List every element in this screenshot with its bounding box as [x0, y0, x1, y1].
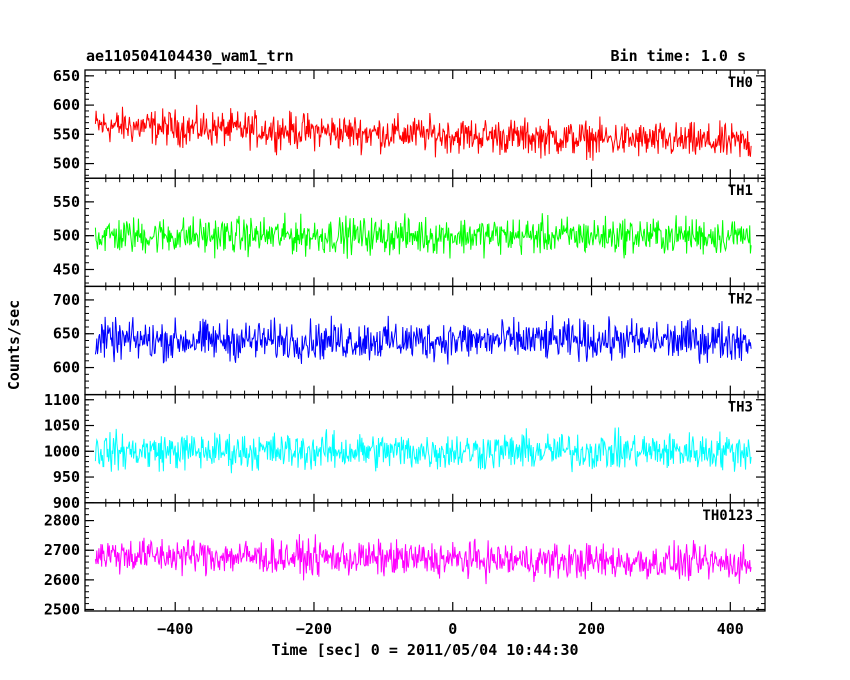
y-tick-label: 450: [53, 260, 80, 278]
x-axis-title: Time [sec] 0 = 2011/05/04 10:44:30: [271, 641, 578, 659]
y-tick-label: 600: [53, 96, 80, 114]
panel-label: TH1: [728, 183, 753, 199]
x-tick-label: 200: [578, 620, 605, 638]
x-tick-label: 400: [717, 620, 744, 638]
series-th1-line: [94, 212, 752, 259]
y-tick-label: 2600: [44, 571, 80, 589]
y-tick-label: 650: [53, 67, 80, 85]
x-tick-label: −400: [157, 620, 193, 638]
panel-label: TH3: [728, 400, 753, 416]
panel-th0: 500 550 600 650 TH0: [53, 67, 766, 179]
y-tick-label: 550: [53, 193, 80, 211]
y-tick-label: 500: [53, 155, 80, 173]
y-axis-title: Counts/sec: [5, 300, 23, 390]
y-tick-label: 550: [53, 125, 80, 143]
y-tick-label: 900: [53, 494, 80, 512]
panel-th1: 450 500 550 TH1: [53, 177, 766, 288]
panel-label: TH0: [728, 75, 753, 91]
y-tick-label: 600: [53, 359, 80, 377]
bin-time-label: Bin time: 1.0 s: [611, 47, 746, 65]
panel-th2: 600 650 700 TH2: [53, 285, 766, 396]
series-th2-line: [94, 315, 752, 365]
panel-th0123: 2500 2600 2700 2800 TH0123: [44, 502, 766, 619]
y-tick-label: 1000: [44, 442, 80, 460]
panels: 500 550 600 650 TH0 450 500 550 TH1 600 650 700 TH2 9…: [44, 67, 766, 638]
y-tick-label: 950: [53, 468, 80, 486]
y-tick-label: 700: [53, 291, 80, 309]
series-th0123-line: [94, 534, 752, 585]
panel-th3: 900 950 1000 1050 1100 TH3: [44, 391, 766, 512]
series-th3-line: [94, 427, 752, 474]
y-tick-label: 2800: [44, 512, 80, 530]
y-tick-label: 2500: [44, 601, 80, 619]
x-tick-label: 0: [448, 620, 457, 638]
series-th0-line: [94, 104, 752, 161]
y-tick-label: 650: [53, 325, 80, 343]
observation-id-title: ae110504104430_wam1_trn: [86, 47, 294, 65]
y-tick-label: 2700: [44, 541, 80, 559]
panel-label: TH0123: [702, 508, 753, 524]
panel-label: TH2: [728, 291, 753, 307]
y-tick-label: 1100: [44, 391, 80, 409]
x-tick-label: −200: [296, 620, 332, 638]
y-tick-label: 1050: [44, 417, 80, 435]
y-tick-label: 500: [53, 227, 80, 245]
